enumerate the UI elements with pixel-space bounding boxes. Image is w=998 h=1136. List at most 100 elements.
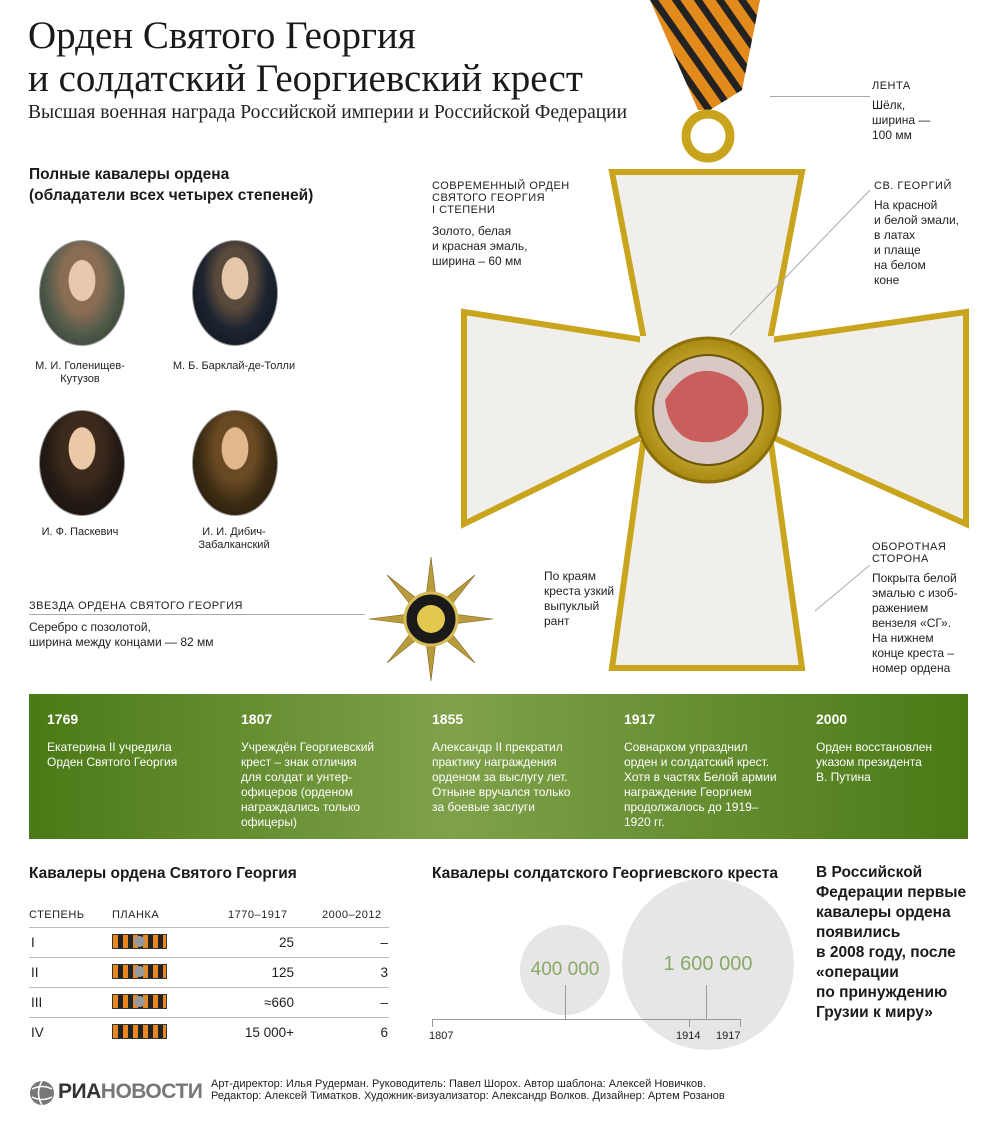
reverse-line: вензеля «СГ».: [872, 616, 952, 630]
credits-line: Редактор: Алексей Тиматков. Художник-виз…: [211, 1090, 725, 1102]
modern-order-heading-line: I СТЕПЕНИ: [432, 204, 496, 216]
edge-note: По краям креста узкий выпуклый рант: [544, 569, 614, 629]
side-note-line: появились: [816, 924, 901, 941]
timeline-event-line: Отныне вручался только: [432, 785, 571, 799]
reverse-side-note: ОБОРОТНАЯ СТОРОНА Покрыта белой эмалью с…: [872, 541, 958, 676]
column-header-ribbon: ПЛАНКА: [112, 909, 160, 921]
timeline-event: Екатерина II учредила Орден Святого Геор…: [47, 740, 217, 770]
reverse-line: конце креста –: [872, 646, 955, 660]
timeline-event-line: офицеров (орденом: [241, 785, 354, 799]
st-george-line: в латах: [874, 228, 916, 242]
reverse-heading-line: СТОРОНА: [872, 553, 929, 565]
table-count-imperial: 15 000+: [244, 1025, 294, 1040]
modern-order-heading-line: СВЯТОГО ГЕОРГИЯ: [432, 192, 546, 204]
timeline-event: Орден восстановлен указом президента В. …: [816, 740, 956, 785]
timeline-year: 1769: [47, 711, 79, 727]
bubble-label: 1 600 000: [663, 952, 753, 975]
edge-note-line: выпуклый: [544, 599, 600, 613]
timeline-year: 1807: [241, 711, 273, 727]
reverse-line: номер ордена: [872, 661, 951, 675]
portrait-dibich: [192, 410, 278, 516]
portrait-caption: И. Ф. Паскевич: [0, 526, 160, 539]
timeline-event-line: Совнарком упразднил: [624, 740, 748, 754]
table-degree: II: [31, 965, 39, 980]
st-george-line: коне: [874, 273, 900, 287]
timeline-event-line: Орден восстановлен: [816, 740, 933, 754]
star-of-order-image: [368, 556, 494, 682]
edge-note-line: рант: [544, 614, 570, 628]
st-george-heading: СВ. ГЕОРГИЙ: [874, 180, 952, 192]
st-george-note: СВ. ГЕОРГИЙ На красной и белой эмали, в …: [874, 180, 959, 288]
full-knights-heading: Полные кавалеры ордена (обладатели всех …: [29, 164, 313, 206]
bubble-1600k: 1 600 000: [622, 878, 794, 1050]
russia-federation-note: В Российской Федерации первые кавалеры о…: [816, 863, 966, 1023]
axis-label: 1917: [716, 1030, 741, 1042]
axis-tick: [689, 1019, 690, 1027]
modern-order-line: Золото, белая: [432, 224, 512, 238]
table-count-imperial: 125: [271, 965, 294, 980]
table-divider: [29, 927, 389, 928]
ribbon-bar-icon: [112, 964, 167, 979]
table-count-imperial: 25: [278, 935, 294, 950]
star-leader-line: [29, 614, 365, 615]
portrait-name-line: И. И. Дибич-: [202, 526, 266, 538]
timeline-event-line: практику награждения: [432, 755, 557, 769]
table-degree: III: [31, 995, 43, 1010]
bubble-leader: [565, 985, 566, 1019]
table-divider: [29, 1017, 389, 1018]
axis-tick: [740, 1019, 741, 1027]
timeline-event-line: В. Путина: [816, 770, 871, 784]
side-note-line: в 2008 году, после: [816, 944, 956, 961]
bubble-label: 400 000: [530, 959, 600, 980]
soldier-cross-heading: Кавалеры солдатского Георгиевского крест…: [432, 865, 778, 882]
ribbon-leader-line: [770, 96, 870, 97]
timeline-year: 2000: [816, 711, 848, 727]
ribbon-note-line: ширина —: [872, 113, 931, 127]
ribbon-bar-icon: [112, 1024, 167, 1039]
reverse-heading-line: ОБОРОТНАЯ: [872, 541, 947, 553]
table-count-modern: –: [380, 995, 388, 1010]
st-george-line: На красной: [874, 198, 938, 212]
page-subtitle: Высшая военная награда Российской импери…: [28, 102, 628, 123]
modern-order-heading-line: СОВРЕМЕННЫЙ ОРДЕН: [432, 180, 570, 192]
table-count-modern: –: [380, 935, 388, 950]
portrait-name-line: Забалканский: [198, 539, 270, 551]
portrait-name-line: И. Ф. Паскевич: [41, 526, 119, 538]
reverse-line: На нижнем: [872, 631, 934, 645]
ribbon-note-line: Шёлк,: [872, 98, 906, 112]
table-count-modern: 3: [380, 965, 388, 980]
timeline-event-line: Хотя в частях Белой армии: [624, 770, 777, 784]
ribbon-note-heading: ЛЕНТА: [872, 80, 911, 92]
timeline-year: 1855: [432, 711, 464, 727]
st-george-leader-line: [730, 190, 871, 336]
timeline-event-line: награждались только: [241, 800, 361, 814]
full-knights-heading-line: Полные кавалеры ордена: [29, 166, 230, 183]
timeline-event-line: Учреждён Георгиевский: [241, 740, 375, 754]
star-text-line: ширина между концами — 82 мм: [29, 635, 214, 649]
ribbon-note-line: 100 мм: [872, 128, 912, 142]
table-divider: [29, 957, 389, 958]
timeline-event-line: указом президента: [816, 755, 922, 769]
table-count-imperial: ≈660: [264, 995, 294, 1010]
logo-part-2: НОВОСТИ: [100, 1080, 203, 1103]
logo-part-1: РИА: [58, 1080, 101, 1103]
edge-note-line: По краям: [544, 569, 596, 583]
ribbon-shape: [650, 0, 760, 110]
timeline-event-line: орденом за выслугу лет.: [432, 770, 568, 784]
star-text-line: Серебро с позолотой,: [29, 620, 151, 634]
timeline-event-line: крест – знак отличия: [241, 755, 357, 769]
timeline-event-line: 1920 гг.: [624, 815, 665, 829]
timeline-event-line: для солдат и унтер-: [241, 770, 352, 784]
column-header-period-1: 1770–1917: [228, 909, 288, 921]
axis-label: 1807: [429, 1030, 454, 1042]
timeline-event-line: за боевые заслуги: [432, 800, 535, 814]
title-line-2: и солдатский Георгиевский крест: [28, 57, 583, 100]
axis-tick: [432, 1019, 433, 1027]
portrait-paskevich: [39, 410, 125, 516]
edge-note-line: креста узкий: [544, 584, 615, 598]
timeline-axis: [432, 1019, 740, 1020]
st-george-line: и плаще: [874, 243, 921, 257]
timeline-band: [29, 694, 968, 839]
side-note-line: В Российской: [816, 864, 923, 881]
column-header-degree: СТЕПЕНЬ: [29, 909, 85, 921]
